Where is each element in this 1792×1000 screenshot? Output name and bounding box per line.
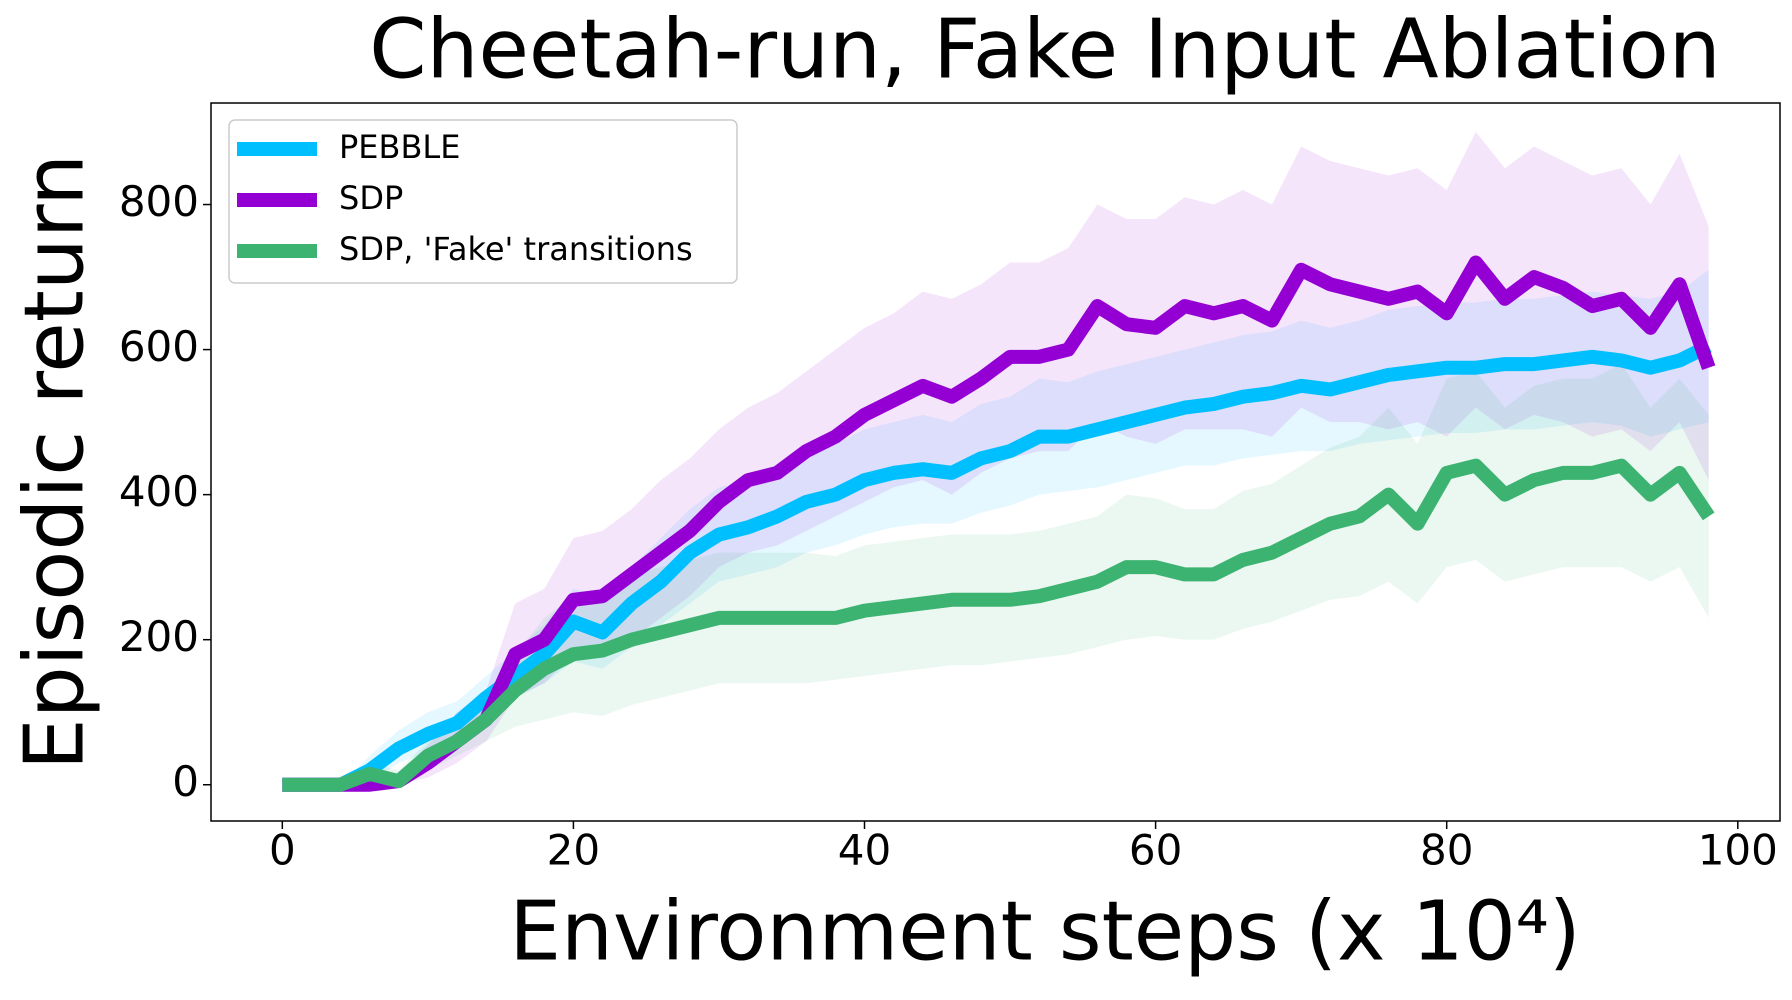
legend-label: PEBBLE [339, 128, 460, 166]
error-band [282, 269, 1709, 785]
x-tick-label: 40 [838, 826, 891, 875]
data-line [282, 255, 1716, 792]
x-tick-label: 20 [547, 826, 600, 875]
data-line [282, 339, 1712, 792]
data-line [282, 458, 1715, 792]
x-tick-label: 60 [1129, 826, 1182, 875]
plot-frame [210, 102, 1781, 822]
lines [282, 255, 1716, 792]
y-tick-label: 0 [172, 757, 199, 806]
y-tick-label: 600 [119, 322, 199, 371]
y-tick-label: 200 [119, 612, 199, 661]
error-band [282, 364, 1709, 785]
legend-label: SDP [339, 179, 403, 217]
legend-label: SDP, 'Fake' transitions [339, 230, 693, 268]
legend-box [228, 119, 738, 284]
x-tick-label: 0 [269, 826, 296, 875]
x-tick-label: 100 [1698, 826, 1778, 875]
x-tick-label: 80 [1420, 826, 1473, 875]
chart-title: Cheetah-run, Fake Input Ablation [369, 2, 1720, 97]
y-tick-label: 400 [119, 467, 199, 516]
x-axis-label: Environment steps (x 10⁴) [509, 884, 1581, 979]
legend: PEBBLE SDP SDP, 'Fake' transitions [228, 119, 738, 284]
y-tick-label: 800 [119, 177, 199, 226]
y-axis-label: Episodic return [7, 154, 102, 770]
